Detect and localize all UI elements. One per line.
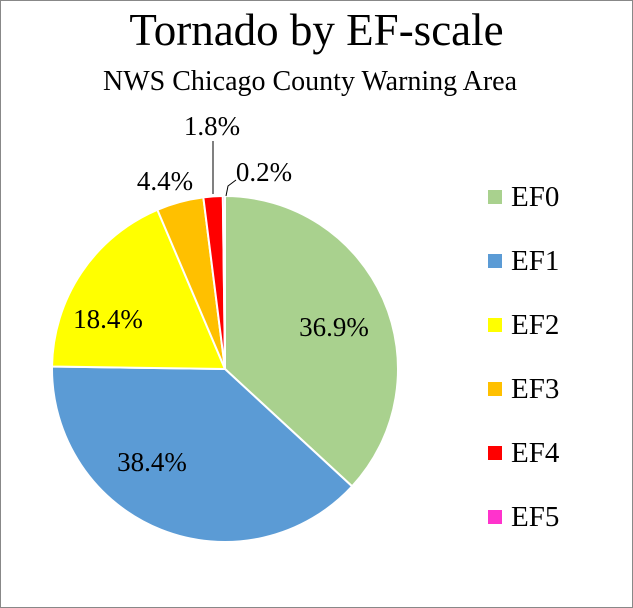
data-label-ef4: 1.8% (184, 111, 240, 141)
leader-line-ef5 (225, 179, 237, 197)
legend-swatch-ef3 (488, 382, 502, 396)
legend-label-ef1: EF1 (511, 244, 560, 277)
legend-swatch-ef0 (488, 190, 502, 204)
legend-item-ef0: EF0 (488, 180, 628, 213)
data-label-ef3: 4.4% (137, 166, 193, 196)
data-label-ef2: 18.4% (73, 304, 143, 334)
legend-label-ef3: EF3 (511, 372, 560, 405)
legend-swatch-ef1 (488, 254, 502, 268)
legend-item-ef4: EF4 (488, 436, 628, 469)
pie-slice-ef0 (224, 194, 399, 488)
legend-label-ef2: EF2 (511, 308, 560, 341)
data-label-ef5: 0.2% (236, 157, 292, 187)
legend-swatch-ef2 (488, 318, 502, 332)
pie-slice-ef2 (51, 208, 227, 371)
data-label-ef1: 38.4% (117, 447, 187, 477)
legend-item-ef1: EF1 (488, 244, 628, 277)
legend-swatch-ef5 (488, 510, 502, 524)
legend-swatch-ef4 (488, 446, 502, 460)
legend-label-ef4: EF4 (511, 436, 560, 469)
chart-title: Tornado by EF-scale (129, 5, 504, 55)
legend-item-ef2: EF2 (488, 308, 628, 341)
chart-subtitle: NWS Chicago County Warning Area (102, 66, 518, 97)
pie-slice-ef5 (221, 194, 226, 370)
pie-slice-ef1 (51, 365, 354, 543)
data-label-ef0: 36.9% (299, 312, 369, 342)
legend-label-ef5: EF5 (511, 500, 560, 533)
legend-item-ef5: EF5 (488, 500, 628, 533)
legend-label-ef0: EF0 (511, 180, 560, 213)
legend-item-ef3: EF3 (488, 372, 628, 405)
